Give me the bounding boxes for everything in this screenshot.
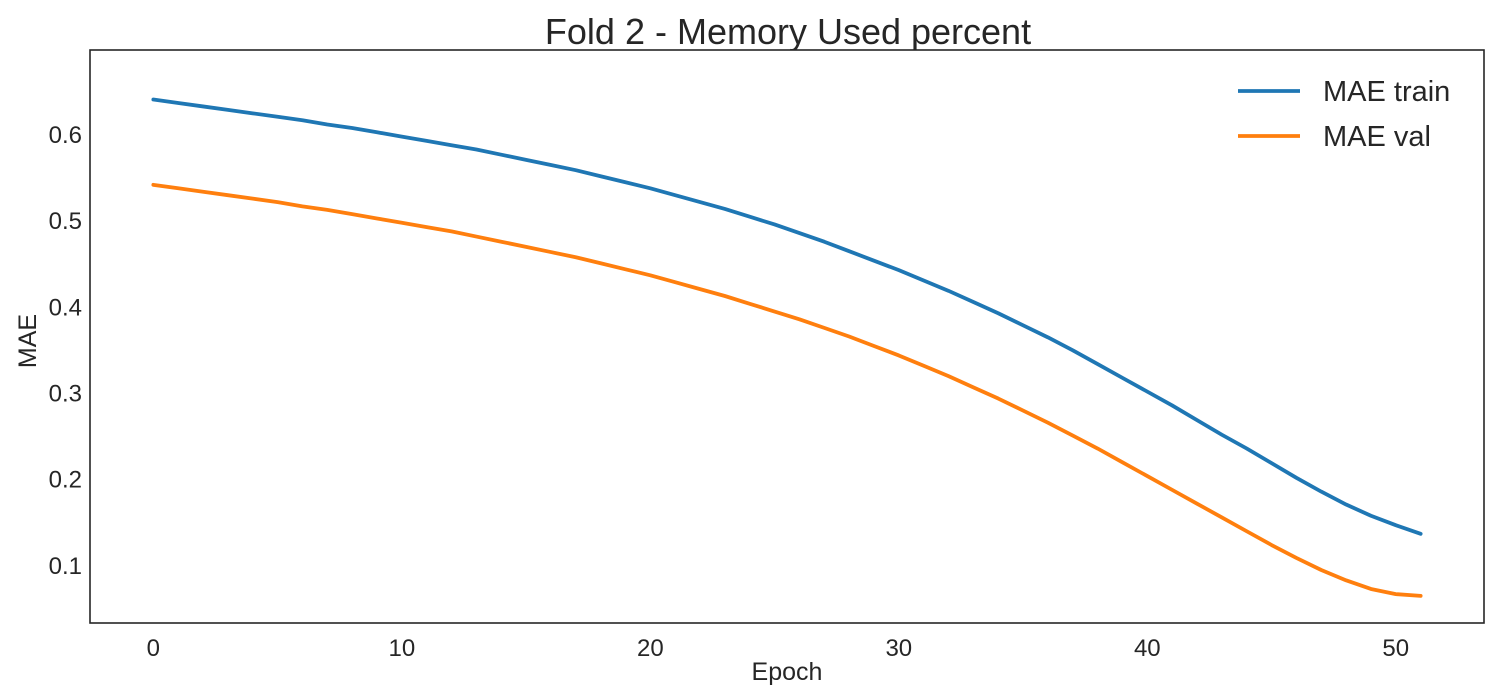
y-tick-label: 0.3 [49, 381, 82, 408]
chart-title: Fold 2 - Memory Used percent [545, 11, 1031, 52]
legend: MAE train MAE val [1238, 76, 1450, 153]
legend-label-train: MAE train [1323, 76, 1450, 108]
x-tick-label: 20 [637, 635, 664, 662]
y-tick-label: 0.5 [49, 208, 82, 235]
legend-label-val: MAE val [1323, 121, 1431, 153]
x-axis-label: Epoch [752, 658, 823, 686]
y-axis-label: MAE [14, 314, 42, 368]
y-tick-label: 0.4 [49, 294, 82, 321]
series-line-mae-train [151, 97, 1423, 536]
x-tick-label: 40 [1134, 635, 1161, 662]
series-line-mae-val [151, 182, 1423, 598]
y-tick-label: 0.1 [49, 553, 82, 580]
x-tick-label: 50 [1382, 635, 1409, 662]
y-tick-label: 0.2 [49, 467, 82, 494]
x-tick-label: 0 [147, 635, 160, 662]
plot-area-frame [89, 49, 1485, 624]
x-tick-label: 10 [388, 635, 415, 662]
x-axis-ticks: 0 10 20 30 40 50 [147, 635, 1409, 662]
x-tick-label: 30 [885, 635, 912, 662]
y-tick-label: 0.6 [49, 122, 82, 149]
y-axis-ticks: 0.1 0.2 0.3 0.4 0.5 0.6 [49, 122, 82, 580]
series-lines [151, 97, 1423, 598]
